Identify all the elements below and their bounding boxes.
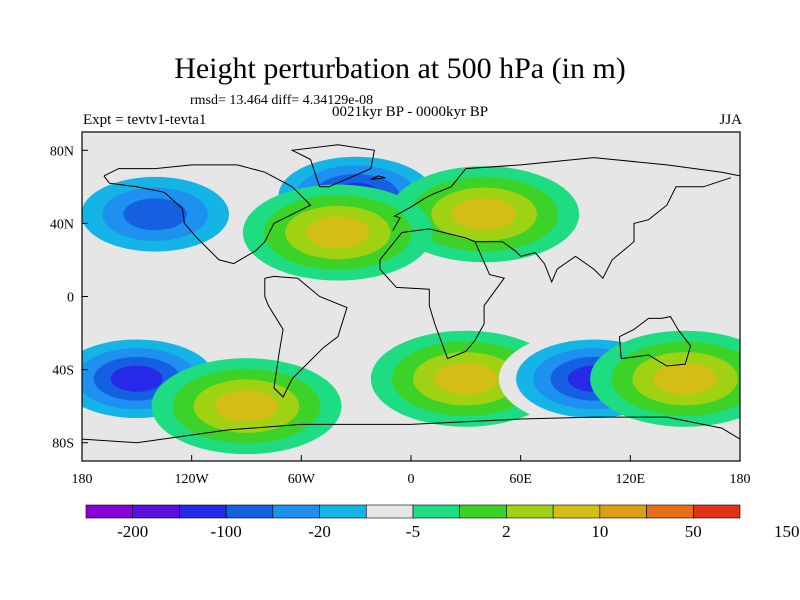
coastline — [264, 275, 348, 398]
colorbar-swatch — [506, 504, 554, 519]
axes: 180 120W 60W 0 60E 120E 180 80N 40N 0 40S 80S — [50, 144, 751, 487]
y-tick-label: 40S — [52, 364, 74, 379]
x-tick-label: 180 — [730, 472, 751, 487]
colorbar-swatch — [225, 504, 274, 519]
season-label: JJA — [719, 112, 742, 128]
y-tick-label: 80N — [50, 144, 74, 159]
colorbar-label: 2 — [502, 522, 511, 541]
coastline — [618, 316, 692, 367]
field-contour — [434, 362, 498, 395]
colorbar-swatch — [552, 504, 601, 519]
colorbar-swatch — [179, 504, 227, 519]
chart-title: Height perturbation at 500 hPa (in m) — [174, 52, 626, 85]
colorbar-swatch — [646, 504, 694, 519]
colorbar-swatch — [272, 504, 320, 519]
coastline — [370, 175, 386, 180]
height-field — [82, 132, 740, 461]
x-tick-label: 180 — [72, 472, 93, 487]
coastline — [82, 416, 740, 444]
coastline — [103, 164, 312, 265]
x-tick-label: 60E — [509, 472, 532, 487]
colorbar-swatch — [692, 504, 741, 519]
field-contour — [653, 362, 717, 395]
colorbar-swatch — [412, 504, 461, 519]
colorbar-label: -200 — [117, 522, 148, 541]
x-tick-label: 120W — [175, 472, 210, 487]
y-tick-label: 40N — [50, 217, 74, 232]
colorbar-label: 150 — [774, 522, 800, 541]
coastline — [290, 144, 375, 188]
field-contour — [306, 216, 370, 249]
y-tick-label: 0 — [67, 291, 74, 306]
colorbar-swatch — [132, 504, 180, 519]
coastline — [475, 177, 732, 284]
y-tick-label: 80S — [52, 437, 74, 452]
colorbar-swatch — [365, 504, 414, 519]
colorbar-label: 10 — [591, 522, 608, 541]
coastline — [379, 228, 506, 360]
colorbar-swatch — [85, 504, 134, 519]
coastlines — [82, 144, 740, 444]
x-tick-label: 60W — [288, 472, 316, 487]
colorbar-swatch — [599, 504, 647, 519]
field-contour — [123, 198, 187, 231]
coastline — [392, 157, 740, 231]
field-contour — [214, 390, 279, 423]
colorbar-label: -5 — [406, 522, 420, 541]
colorbar-label: 50 — [685, 522, 702, 541]
colorbar-label: -20 — [308, 522, 331, 541]
colorbar-label: -100 — [211, 522, 242, 541]
field-contour — [110, 365, 163, 392]
x-tick-label: 120E — [616, 472, 646, 487]
colorbar: -200 -100 -20 -5 2 10 50 150 — [85, 504, 800, 541]
colorbar-swatch — [319, 504, 367, 519]
chart-subtitle: rmsd= 13.464 diff= 4.34129e-08 — [190, 93, 374, 108]
x-tick-label: 0 — [408, 472, 415, 487]
colorbar-swatch — [459, 504, 507, 519]
experiment-label: Expt = tevtv1-tevta1 — [83, 112, 207, 128]
period-label: 0021kyr BP - 0000kyr BP — [331, 104, 489, 120]
field-contour — [452, 198, 516, 231]
